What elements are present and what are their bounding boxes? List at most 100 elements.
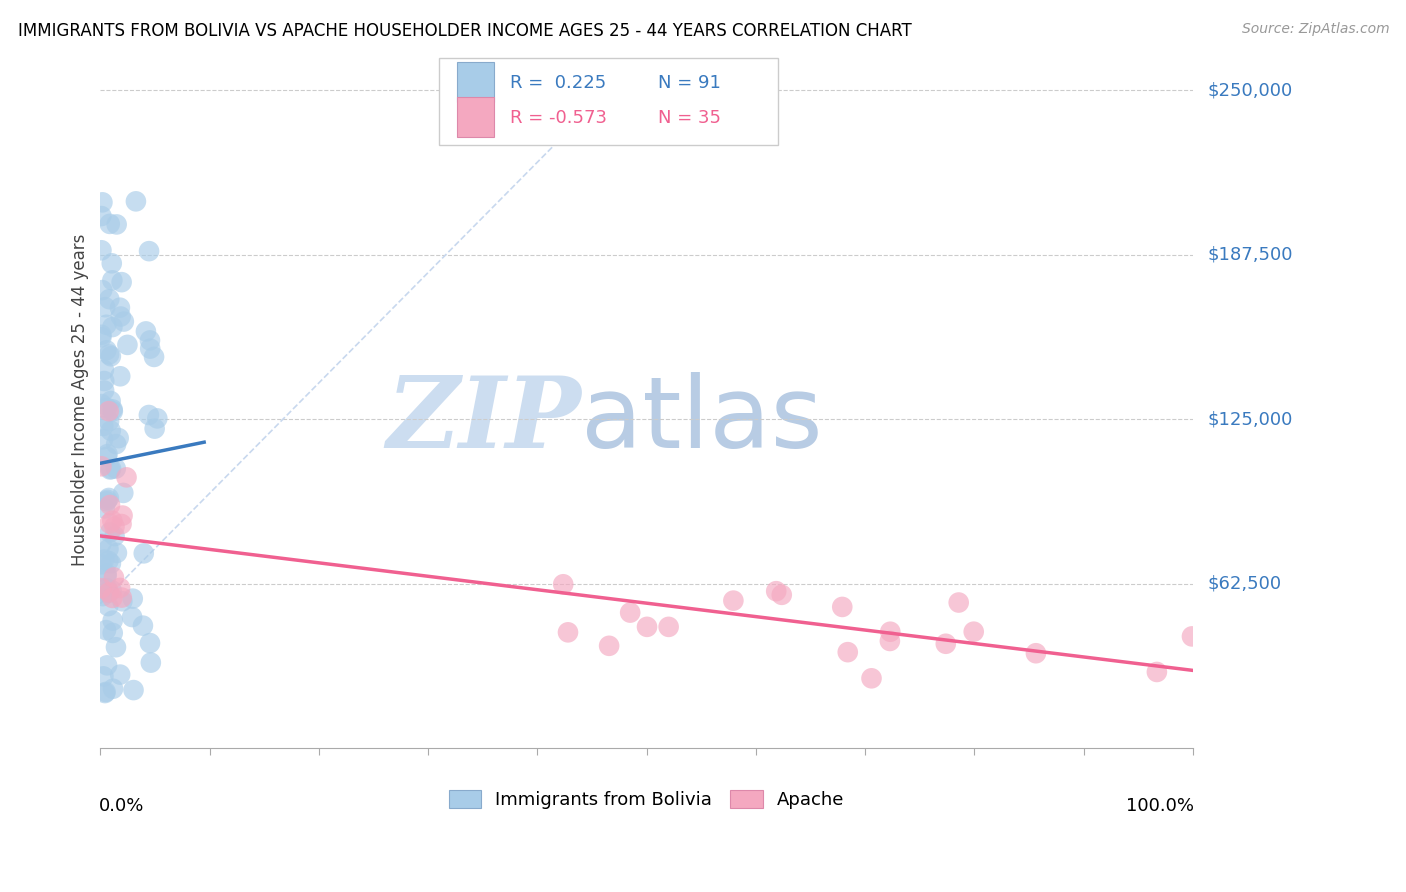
Point bbox=[97, 599, 120, 614]
Point bbox=[598, 639, 620, 653]
Point bbox=[105, 437, 128, 451]
Text: R = -0.573: R = -0.573 bbox=[510, 110, 607, 128]
Point bbox=[935, 637, 957, 651]
Point bbox=[93, 384, 115, 398]
Point bbox=[146, 411, 169, 425]
Point bbox=[96, 318, 118, 332]
Point bbox=[879, 624, 901, 639]
Point bbox=[100, 394, 122, 409]
Point bbox=[948, 595, 970, 609]
Point bbox=[557, 625, 579, 640]
Point bbox=[138, 244, 160, 259]
Point bbox=[90, 330, 112, 344]
Legend: Immigrants from Bolivia, Apache: Immigrants from Bolivia, Apache bbox=[449, 790, 845, 809]
Point bbox=[97, 404, 120, 418]
Point bbox=[111, 591, 134, 605]
Point bbox=[101, 273, 124, 287]
Point bbox=[112, 314, 135, 328]
Point bbox=[96, 569, 118, 583]
Point bbox=[98, 585, 121, 599]
Point bbox=[125, 194, 148, 209]
Point bbox=[135, 325, 157, 339]
Point bbox=[90, 327, 112, 342]
Point bbox=[93, 669, 115, 683]
Point bbox=[111, 508, 134, 523]
Point bbox=[90, 581, 112, 595]
Point bbox=[108, 301, 131, 315]
Point bbox=[104, 640, 127, 655]
Point bbox=[104, 461, 127, 475]
Point bbox=[94, 501, 117, 516]
Point bbox=[90, 209, 112, 223]
Point bbox=[97, 554, 120, 568]
Point bbox=[121, 610, 143, 624]
Point bbox=[143, 422, 166, 436]
Point bbox=[115, 470, 138, 484]
Point bbox=[860, 671, 883, 685]
Text: 100.0%: 100.0% bbox=[1126, 797, 1194, 815]
Point bbox=[139, 656, 162, 670]
Point bbox=[110, 310, 132, 324]
Point bbox=[94, 623, 117, 637]
Point bbox=[117, 338, 139, 352]
Point bbox=[93, 374, 115, 388]
Point bbox=[139, 342, 162, 356]
Point bbox=[90, 536, 112, 550]
Point bbox=[91, 419, 114, 434]
Point bbox=[107, 431, 129, 445]
Point bbox=[101, 404, 124, 418]
Point bbox=[98, 217, 121, 231]
Text: Source: ZipAtlas.com: Source: ZipAtlas.com bbox=[1241, 22, 1389, 37]
Point bbox=[139, 636, 162, 650]
Point bbox=[96, 401, 118, 415]
Point bbox=[98, 462, 121, 476]
Point bbox=[100, 583, 122, 598]
Point bbox=[94, 686, 117, 700]
Point bbox=[139, 334, 162, 348]
Point bbox=[831, 599, 853, 614]
Point bbox=[553, 577, 575, 591]
Point bbox=[101, 402, 124, 417]
Point bbox=[105, 218, 128, 232]
Text: IMMIGRANTS FROM BOLIVIA VS APACHE HOUSEHOLDER INCOME AGES 25 - 44 YEARS CORRELAT: IMMIGRANTS FROM BOLIVIA VS APACHE HOUSEH… bbox=[18, 22, 912, 40]
Point bbox=[94, 685, 117, 699]
Point bbox=[121, 591, 143, 606]
Text: N = 35: N = 35 bbox=[658, 110, 720, 128]
Point bbox=[100, 557, 122, 571]
Point bbox=[97, 541, 120, 556]
Point bbox=[96, 494, 118, 508]
Point bbox=[100, 256, 122, 270]
Text: $250,000: $250,000 bbox=[1208, 81, 1292, 99]
Point bbox=[658, 620, 681, 634]
Point bbox=[138, 408, 160, 422]
Point bbox=[132, 546, 155, 560]
Point bbox=[96, 581, 118, 595]
Point bbox=[98, 292, 121, 306]
Point bbox=[90, 244, 112, 258]
Point bbox=[1146, 665, 1168, 679]
Point bbox=[100, 349, 122, 363]
Point bbox=[101, 320, 124, 334]
Point bbox=[101, 626, 124, 640]
Point bbox=[103, 570, 125, 584]
Point bbox=[98, 516, 121, 531]
Point bbox=[100, 424, 122, 438]
Point bbox=[143, 350, 166, 364]
Point bbox=[100, 462, 122, 476]
Point bbox=[111, 594, 134, 608]
Point bbox=[103, 519, 125, 533]
Point bbox=[104, 529, 127, 543]
Text: atlas: atlas bbox=[581, 372, 823, 469]
Point bbox=[101, 591, 124, 605]
Point bbox=[101, 614, 124, 628]
Point bbox=[770, 588, 793, 602]
Point bbox=[765, 584, 787, 599]
Text: $125,000: $125,000 bbox=[1208, 410, 1292, 428]
Point bbox=[132, 618, 155, 632]
Point bbox=[90, 558, 112, 572]
Point bbox=[101, 681, 124, 696]
Point bbox=[111, 275, 134, 289]
Point bbox=[110, 516, 132, 531]
Text: R =  0.225: R = 0.225 bbox=[510, 74, 606, 93]
Point bbox=[91, 283, 114, 297]
